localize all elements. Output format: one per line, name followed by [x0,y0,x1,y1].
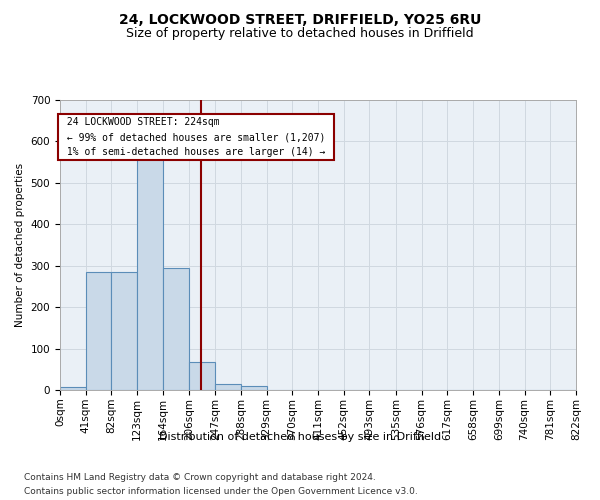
Bar [241,386,266,390]
Text: Distribution of detached houses by size in Driffield: Distribution of detached houses by size … [159,432,441,442]
Text: Contains public sector information licensed under the Open Government Licence v3: Contains public sector information licen… [24,488,418,496]
Bar [190,362,215,390]
Bar [215,384,241,390]
Bar [86,272,112,390]
Bar [60,386,86,390]
Bar [112,272,137,390]
Bar [163,268,190,390]
Bar [137,158,163,390]
Text: 24, LOCKWOOD STREET, DRIFFIELD, YO25 6RU: 24, LOCKWOOD STREET, DRIFFIELD, YO25 6RU [119,12,481,26]
Text: Contains HM Land Registry data © Crown copyright and database right 2024.: Contains HM Land Registry data © Crown c… [24,472,376,482]
Text: 24 LOCKWOOD STREET: 224sqm 
 ← 99% of detached houses are smaller (1,207) 
 1% o: 24 LOCKWOOD STREET: 224sqm ← 99% of deta… [61,118,332,157]
Y-axis label: Number of detached properties: Number of detached properties [15,163,25,327]
Text: Size of property relative to detached houses in Driffield: Size of property relative to detached ho… [126,28,474,40]
